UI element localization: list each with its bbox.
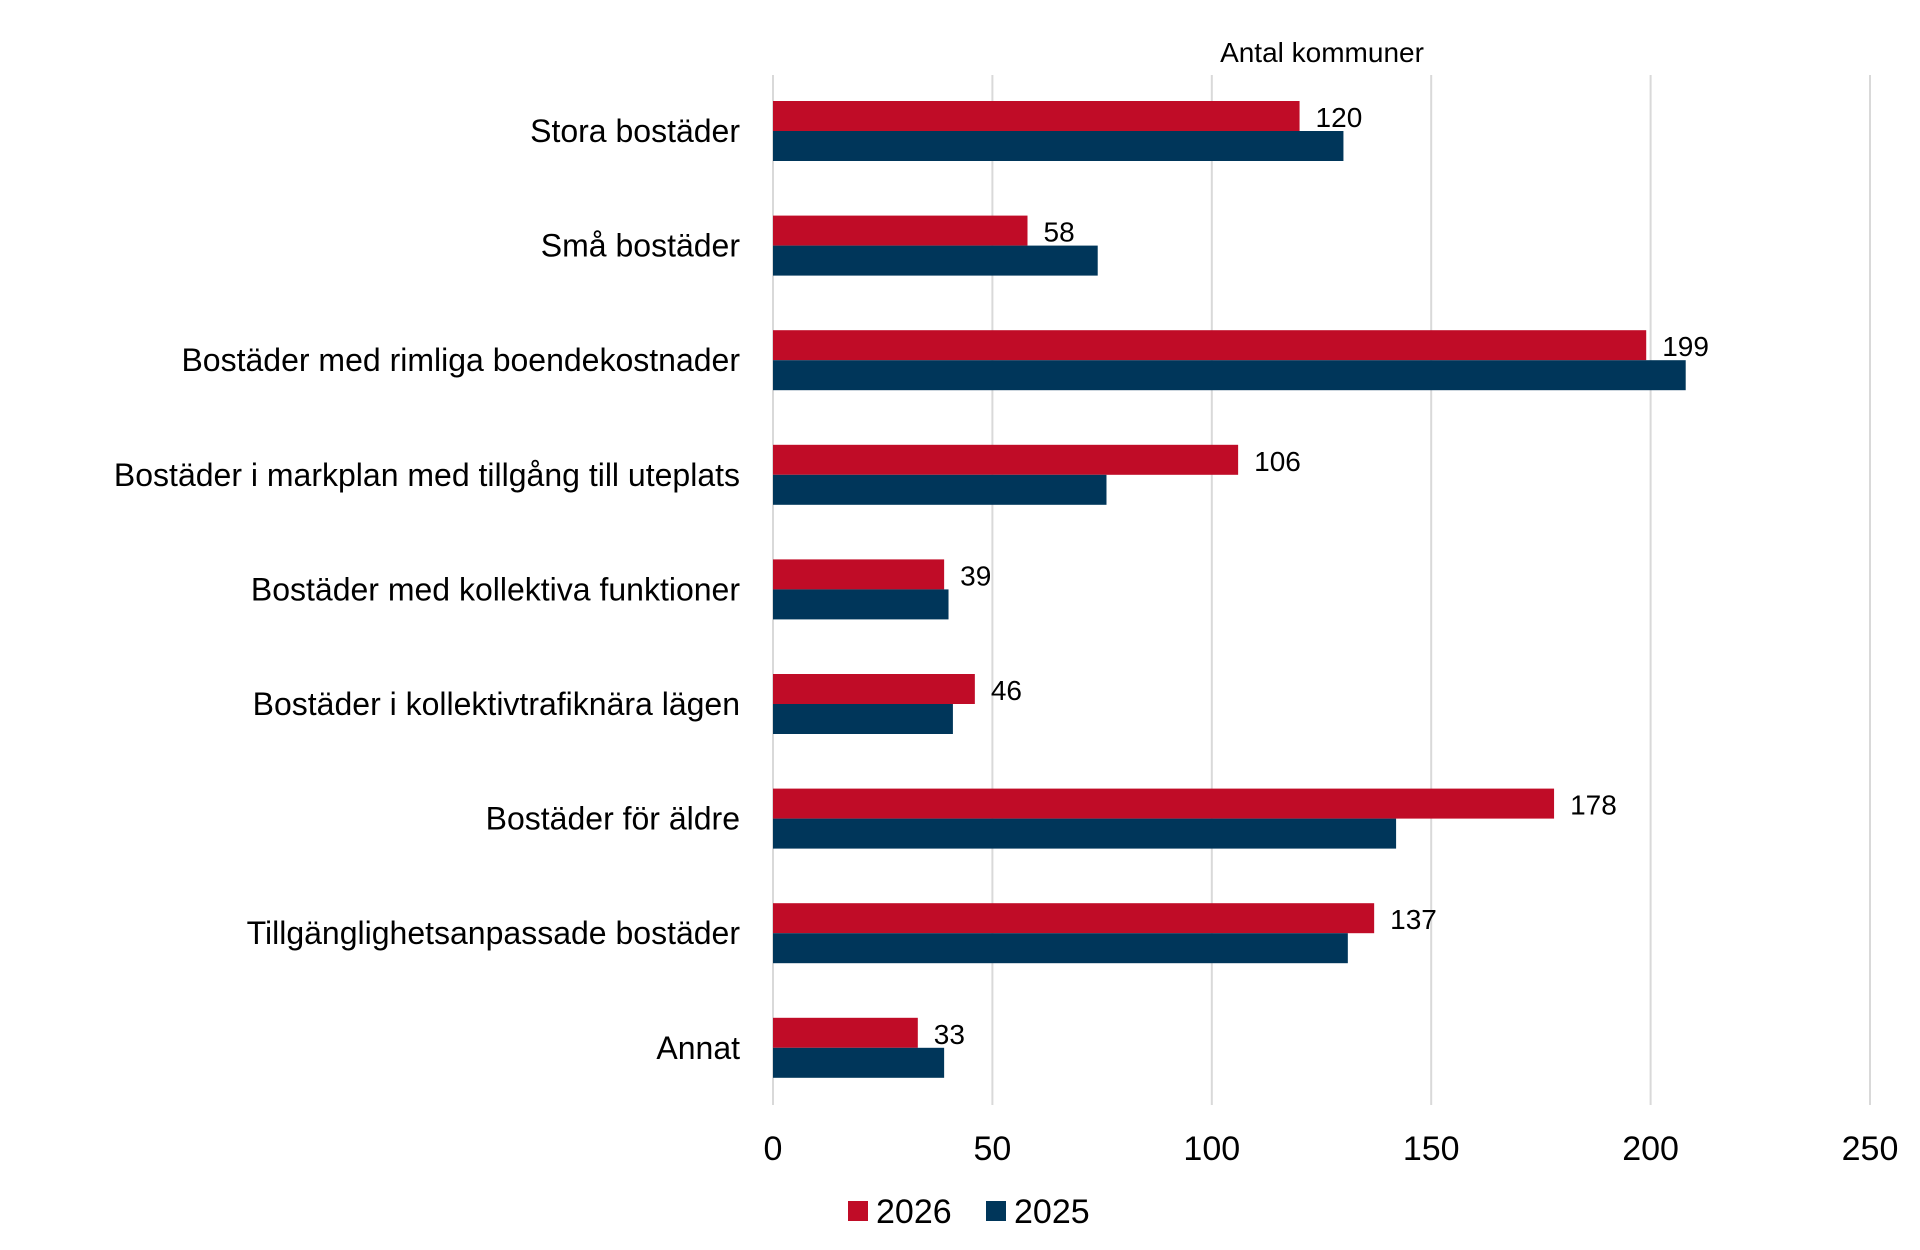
- data-label: 46: [991, 675, 1022, 706]
- x-tick-label: 0: [764, 1130, 783, 1168]
- x-tick-label: 250: [1842, 1130, 1899, 1168]
- x-tick-label: 200: [1622, 1130, 1679, 1168]
- data-label: 106: [1254, 446, 1301, 477]
- bar-2025: [773, 589, 949, 620]
- legend: 2026 2025: [848, 1193, 1090, 1231]
- legend-label: 2025: [1014, 1193, 1090, 1231]
- category-label: Bostäder i markplan med tillgång till ut…: [114, 457, 740, 493]
- bar-2026: [773, 215, 1028, 246]
- bar-2026: [773, 788, 1555, 819]
- data-label: 199: [1662, 331, 1709, 362]
- category-label: Annat: [656, 1030, 740, 1066]
- bar-2025: [773, 818, 1397, 849]
- category-label: Bostäder med rimliga boendekostnader: [181, 342, 740, 378]
- bars: 120 58 199 106 39 46 178 137 33: [773, 101, 1709, 1078]
- category-label: Små bostäder: [541, 228, 741, 264]
- x-axis-ticks: 0 50 100 150 200 250: [764, 1130, 1899, 1168]
- category-label: Bostäder i kollektivtrafiknära lägen: [253, 686, 740, 722]
- bar-2026: [773, 559, 945, 590]
- data-label: 58: [1044, 217, 1075, 248]
- bar-2026: [773, 1017, 918, 1048]
- bar-2025: [773, 1047, 945, 1078]
- data-label: 33: [934, 1019, 965, 1050]
- bar-2026: [773, 330, 1647, 361]
- category-label: Tillgänglighetsanpassade bostäder: [247, 915, 741, 951]
- category-label: Bostäder för äldre: [486, 801, 740, 837]
- legend-label: 2026: [876, 1193, 952, 1231]
- bar-2026: [773, 903, 1375, 934]
- x-axis-title: Antal kommuner: [1220, 37, 1424, 68]
- bar-2025: [773, 704, 953, 734]
- legend-item: 2026: [848, 1193, 952, 1231]
- legend-swatch: [986, 1201, 1006, 1221]
- bar-2025: [773, 245, 1098, 276]
- category-label: Stora bostäder: [530, 113, 740, 149]
- legend-swatch: [848, 1201, 868, 1221]
- bar-2025: [773, 131, 1344, 161]
- bar-2025: [773, 360, 1686, 391]
- bar-2026: [773, 674, 975, 704]
- x-tick-label: 100: [1183, 1130, 1240, 1168]
- category-labels: Stora bostäder Små bostäder Bostäder med r…: [114, 113, 740, 1066]
- data-label: 120: [1316, 102, 1363, 133]
- bar-2026: [773, 101, 1300, 131]
- category-label: Bostäder med kollektiva funktioner: [251, 571, 740, 607]
- data-label: 178: [1570, 790, 1617, 821]
- data-label: 137: [1390, 904, 1437, 935]
- x-tick-label: 150: [1403, 1130, 1460, 1168]
- data-label: 39: [960, 560, 991, 591]
- bar-2026: [773, 444, 1239, 475]
- legend-item: 2025: [986, 1193, 1090, 1231]
- bar-2025: [773, 933, 1348, 964]
- x-tick-label: 50: [973, 1130, 1011, 1168]
- bar-2025: [773, 474, 1107, 505]
